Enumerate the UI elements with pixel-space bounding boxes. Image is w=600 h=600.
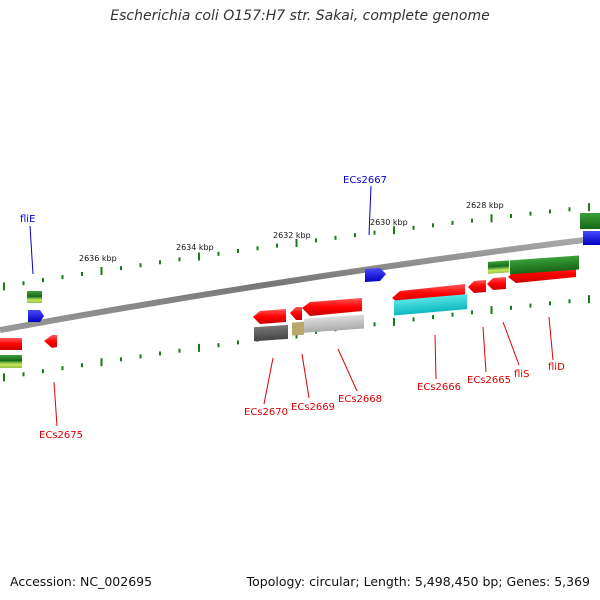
gene-label-ECs2675[interactable]: ECs2675 [39, 430, 83, 441]
gene-label-ECs2669[interactable]: ECs2669 [291, 402, 335, 413]
gene-label-ECs2670[interactable]: ECs2670 [244, 407, 288, 418]
cds-ECs2670-arrow[interactable] [253, 309, 286, 324]
cds-ECs2665-arrow[interactable] [468, 280, 486, 293]
gene-label-fliD[interactable]: fliD [548, 362, 565, 373]
cds-ECs2666-arrow[interactable] [392, 284, 465, 304]
feature-ECs2666[interactable] [394, 294, 467, 316]
scale-label: 2630 kbp [370, 218, 408, 227]
feature-ECs2668[interactable] [304, 314, 364, 333]
scale-label: 2628 kbp [466, 201, 504, 210]
gene-label-ECs2665[interactable]: ECs2665 [467, 375, 511, 386]
feature-ECs2670[interactable] [254, 324, 288, 342]
feature-fliD[interactable] [510, 255, 579, 275]
cds-ECs2667-arrow[interactable] [365, 268, 386, 282]
scale-label: 2632 kbp [273, 231, 311, 240]
scale-ticks [3, 203, 590, 291]
cds-ECs2668-arrow[interactable] [302, 298, 362, 316]
leader-lines [29, 185, 554, 427]
cds-ECs2675-arrow[interactable] [44, 335, 57, 348]
cds-fliS-arrow[interactable] [487, 277, 506, 290]
scale-label: 2636 kbp [79, 254, 117, 263]
gene-label-fliS[interactable]: fliS [514, 369, 529, 380]
feature-right-edge[interactable] [580, 213, 600, 245]
gene-label-fliE[interactable]: fliE [20, 214, 35, 225]
genome-summary: Topology: circular; Length: 5,498,450 bp… [246, 574, 590, 589]
cds-fliE-arrow[interactable] [28, 310, 44, 322]
feature-fliE[interactable] [27, 291, 42, 303]
page-title: Escherichia coli O157:H7 str. Sakai, com… [110, 8, 490, 24]
feature-ECs2665[interactable] [488, 260, 509, 274]
gene-label-ECs2667[interactable]: ECs2667 [343, 175, 387, 186]
accession-label: Accession: NC_002695 [10, 574, 153, 589]
cds-ECs2669-arrow[interactable] [290, 307, 302, 320]
gene-label-ECs2668[interactable]: ECs2668 [338, 394, 382, 405]
genome-backbone [0, 235, 600, 333]
feature-ECs2669[interactable] [292, 321, 304, 336]
feature-ECs2675[interactable] [0, 338, 22, 368]
scale-label: 2634 kbp [176, 243, 214, 252]
gene-label-ECs2666[interactable]: ECs2666 [417, 382, 461, 393]
